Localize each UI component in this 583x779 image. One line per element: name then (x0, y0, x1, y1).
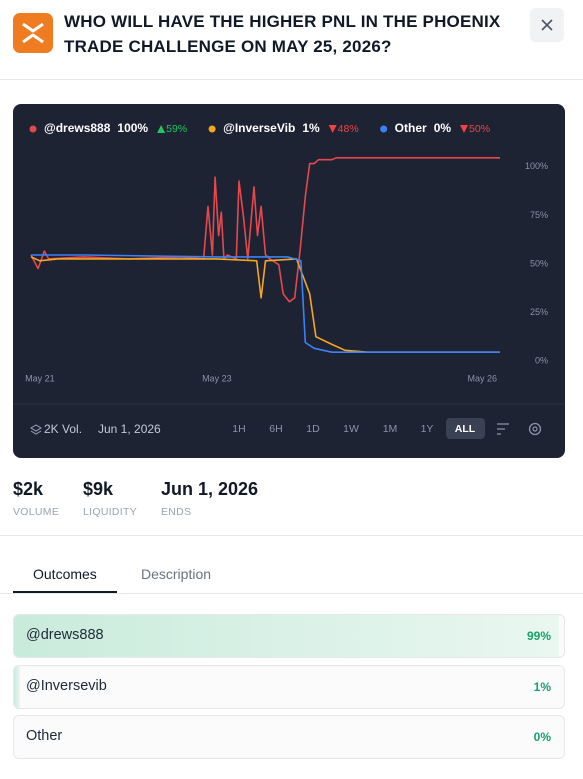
y-tick-label: 100% (525, 161, 548, 171)
price-chart: 100% 75% 50% 25% 0% May 21 May 23 May 26 @drews8… (13, 104, 565, 458)
outcome-name: @drews888 (26, 627, 104, 643)
outcome-name: Other (26, 728, 63, 744)
outcome-probability: 99% (526, 629, 551, 643)
end-date: Jun 1, 2026 (98, 422, 161, 436)
legend-value: 0% (434, 121, 452, 135)
market-title: WHO WILL HAVE THE HIGHER PNL IN THE PHOE… (64, 12, 501, 56)
stat-label: LIQUIDITY (83, 506, 138, 518)
range-button[interactable]: 1M (383, 423, 398, 435)
x-tick-label: May 23 (202, 373, 232, 383)
range-button[interactable]: 1W (343, 423, 359, 435)
outcome-name: @Inversevib (26, 678, 107, 694)
legend-dot (208, 125, 216, 133)
y-tick-label: 25% (530, 307, 548, 317)
outcome-probability: 0% (533, 730, 551, 744)
legend-name: @InverseVib (223, 121, 295, 135)
legend-dot (380, 125, 388, 133)
divider (0, 535, 583, 536)
outcome-row[interactable]: @drews888 99% (13, 614, 565, 658)
x-tick-label: May 21 (25, 373, 55, 383)
legend-change: 59% (166, 123, 187, 135)
stat: $9k LIQUIDITY (83, 479, 137, 518)
market-logo (13, 13, 53, 53)
legend-name: @drews888 (44, 121, 111, 135)
stat-value: $9k (83, 479, 114, 499)
y-tick-label: 50% (530, 258, 548, 268)
stat-label: ENDS (161, 506, 192, 518)
outcome-probability: 1% (533, 680, 551, 694)
outcome-row[interactable]: @Inversevib 1% (13, 665, 565, 709)
range-button[interactable]: 6H (269, 423, 282, 435)
change-arrow (157, 125, 166, 133)
volume: 2K Vol. (44, 422, 82, 436)
probability-bar (14, 615, 559, 657)
stat: Jun 1, 2026 ENDS (161, 479, 258, 518)
probability-bar (14, 666, 20, 708)
x-tick-label: May 26 (468, 373, 498, 383)
stat: $2k VOLUME (13, 479, 59, 518)
legend-name: Other (395, 121, 427, 135)
range-button[interactable]: 1D (306, 423, 320, 435)
series-line (31, 254, 500, 353)
close-button[interactable] (530, 8, 564, 42)
series-line (30, 256, 500, 353)
series-line (30, 157, 500, 303)
range-active (446, 418, 485, 439)
tab[interactable]: Description (141, 566, 212, 582)
tab[interactable]: Outcomes (33, 566, 97, 582)
legend-dot (29, 125, 37, 133)
legend-value: 100% (117, 121, 148, 135)
change-arrow (328, 125, 337, 133)
settings-icon (528, 422, 542, 436)
range-button[interactable]: ALL (455, 423, 476, 435)
outcome-row[interactable]: Other 0% (13, 715, 565, 759)
stat-label: VOLUME (13, 506, 60, 518)
sort-icon (497, 423, 509, 435)
volume-icon (30, 424, 42, 435)
tab-underline (13, 591, 117, 593)
settings-icon-core (532, 426, 538, 432)
legend-change: 48% (338, 123, 359, 135)
divider (0, 79, 583, 80)
change-arrow (460, 125, 469, 133)
stat-value: Jun 1, 2026 (161, 479, 259, 499)
range-button[interactable]: 1Y (421, 423, 434, 435)
legend-change: 50% (469, 123, 490, 135)
y-tick-label: 0% (535, 356, 548, 366)
legend-value: 1% (302, 121, 320, 135)
stat-value: $2k (13, 479, 44, 499)
range-button[interactable]: 1H (232, 423, 245, 435)
tab-border (0, 593, 583, 594)
y-tick-label: 75% (530, 210, 548, 220)
